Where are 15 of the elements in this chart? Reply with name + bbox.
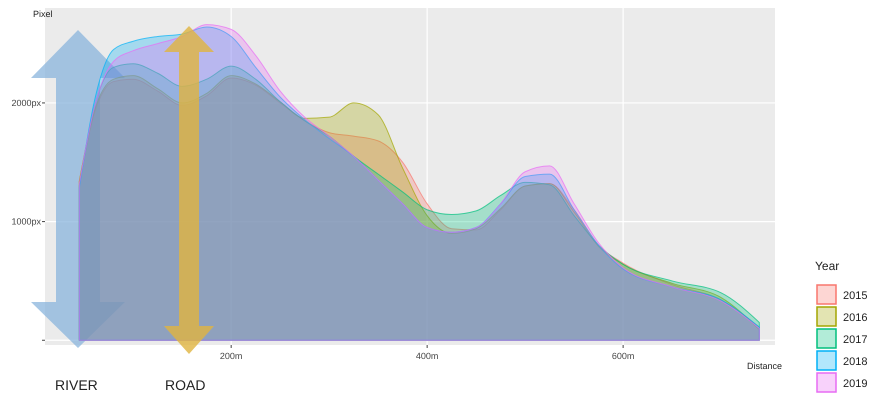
x-axis-title: Distance — [747, 361, 782, 371]
x-tick-label: 600m — [612, 351, 634, 361]
text: RIVER — [55, 377, 98, 393]
legend-label: 2019 — [843, 378, 868, 390]
x-tick-label: 200m — [220, 351, 242, 361]
y-tick-label: 2000px — [11, 98, 42, 108]
legend-label: 2016 — [843, 312, 868, 324]
legend-title: Year — [815, 259, 840, 273]
y-tick-label: 1000px — [11, 216, 42, 227]
y-axis-title: Pixel — [33, 9, 53, 19]
legend-label: 2018 — [843, 356, 868, 368]
x-tick-label: 400m — [416, 351, 438, 361]
text: ROAD — [165, 377, 206, 393]
legend-label: 2017 — [843, 334, 868, 346]
legend-label: 2015 — [843, 290, 868, 302]
